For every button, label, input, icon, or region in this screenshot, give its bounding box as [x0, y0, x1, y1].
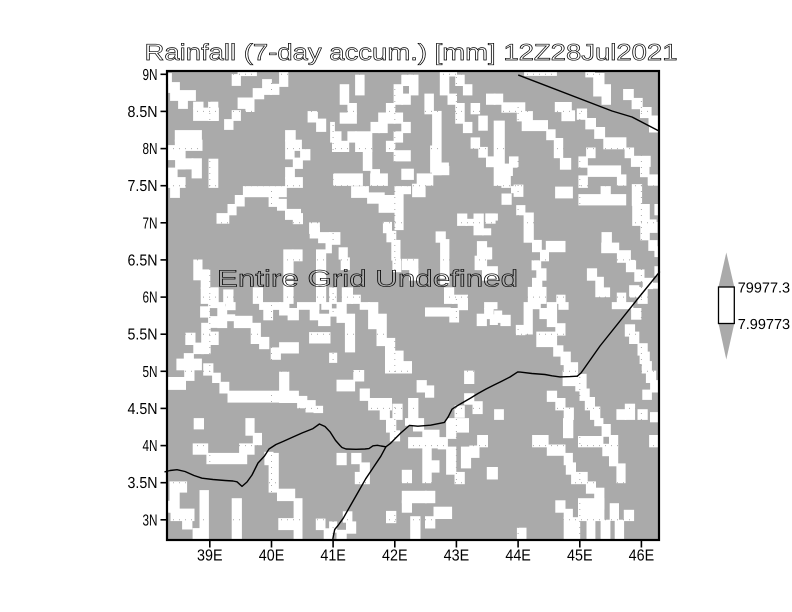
- svg-text:6N: 6N: [143, 290, 158, 307]
- svg-text:5.5N: 5.5N: [128, 327, 158, 344]
- svg-text:40E: 40E: [259, 548, 285, 565]
- svg-text:5N: 5N: [143, 364, 158, 381]
- svg-text:46E: 46E: [629, 548, 655, 565]
- svg-text:45E: 45E: [567, 548, 593, 565]
- svg-text:43E: 43E: [444, 548, 470, 565]
- svg-text:7.5N: 7.5N: [128, 178, 158, 195]
- svg-text:4.5N: 4.5N: [128, 401, 158, 418]
- svg-text:8.5N: 8.5N: [128, 104, 158, 121]
- svg-text:39E: 39E: [197, 548, 223, 565]
- svg-text:6.5N: 6.5N: [128, 252, 158, 269]
- svg-text:Entire Grid Undefined: Entire Grid Undefined: [217, 266, 518, 292]
- svg-text:8N: 8N: [143, 141, 158, 158]
- svg-text:Rainfall (7-day accum.) [mm] 1: Rainfall (7-day accum.) [mm] 12Z28Jul202…: [145, 39, 678, 65]
- svg-text:41E: 41E: [320, 548, 346, 565]
- svg-text:3.5N: 3.5N: [128, 475, 158, 492]
- svg-text:44E: 44E: [505, 548, 531, 565]
- svg-text:9N: 9N: [143, 67, 158, 84]
- svg-text:3N: 3N: [143, 512, 158, 529]
- svg-text:7N: 7N: [143, 215, 158, 232]
- svg-text:79977.3: 79977.3: [738, 281, 790, 297]
- svg-text:42E: 42E: [382, 548, 408, 565]
- svg-text:4N: 4N: [143, 438, 158, 455]
- svg-text:7.99773: 7.99773: [738, 317, 790, 333]
